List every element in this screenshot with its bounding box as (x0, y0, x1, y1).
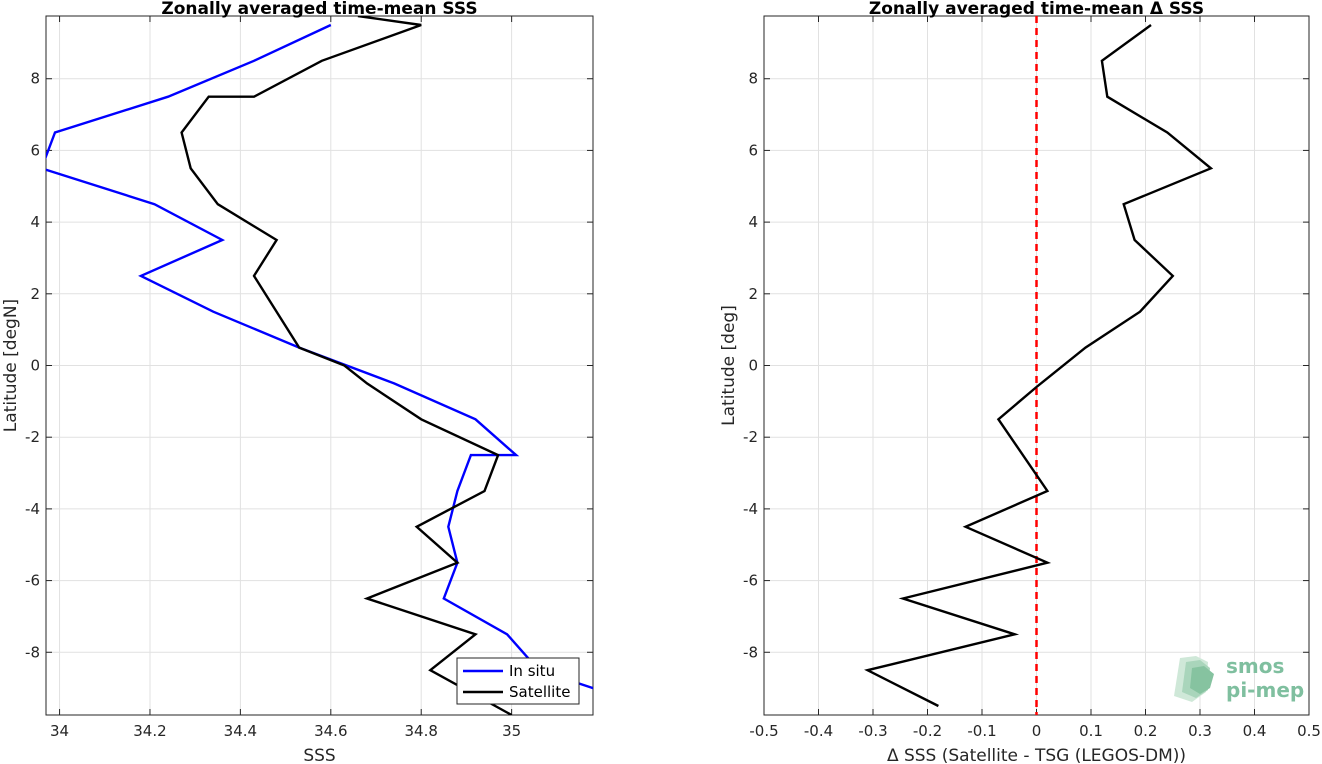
right-xtick-label: 0.4 (1243, 722, 1267, 740)
left-ytick-label: 4 (30, 213, 40, 231)
logo-mark-icon (1174, 656, 1214, 702)
left-xtick-label: 35 (502, 722, 521, 740)
right-ytick-label: -8 (743, 643, 758, 661)
right-xtick-label: -0.3 (858, 722, 887, 740)
right-ytick-label: 4 (748, 213, 758, 231)
left-legend: In situ Satellite (456, 657, 580, 705)
right-y-axis-label: Latitude [deg] (719, 305, 739, 426)
left-ytick-label: -2 (25, 428, 40, 446)
left-series-line-satellite (180, 16, 513, 715)
right-xtick-label: 0.2 (1134, 722, 1158, 740)
left-xtick-label: 34 (50, 722, 69, 740)
left-chart-title: Zonally averaged time-mean SSS (161, 0, 477, 19)
left-xtick-label: 34.8 (405, 722, 438, 740)
left-series-line-in-situ (46, 23, 593, 690)
right-x-axis-label: Δ SSS (Satellite - TSG (LEGOS-DM)) (887, 746, 1186, 764)
left-ytick-label: 0 (30, 357, 40, 375)
right-ytick-label: -6 (743, 572, 758, 590)
right-xtick-label: 0.5 (1297, 722, 1321, 740)
right-series-line-0 (864, 24, 1214, 708)
right-xtick-label: -0.5 (749, 722, 778, 740)
right-xtick-label: -0.2 (913, 722, 942, 740)
left-ytick-label: -6 (25, 572, 40, 590)
left-ytick-label: -8 (25, 643, 40, 661)
left-ytick-label: 2 (30, 285, 40, 303)
left-ytick-label: -4 (25, 500, 40, 518)
right-xtick-label: 0.1 (1079, 722, 1103, 740)
right-chart-panel: -0.5 -0.4 -0.3 -0.2 -0.1 0 0.1 0.2 0.3 0.4 0.5 -8 -6… (719, 0, 1321, 764)
logo-line2: pi-mep (1226, 678, 1305, 702)
left-xtick-label: 34.2 (133, 722, 166, 740)
left-xtick-label: 34.4 (224, 722, 257, 740)
logo-line1: smos (1226, 654, 1285, 678)
right-chart-title: Zonally averaged time-mean Δ SSS (869, 0, 1204, 19)
smos-pi-mep-logo: smos pi-mep (1170, 652, 1305, 704)
right-ytick-label: 6 (748, 141, 758, 159)
right-xtick-label: -0.1 (967, 722, 996, 740)
right-ytick-label: -2 (743, 428, 758, 446)
left-x-axis-label: SSS (303, 746, 335, 764)
right-xtick-label: -0.4 (804, 722, 833, 740)
legend-label-in-situ: In situ (509, 662, 555, 680)
legend-label-satellite: Satellite (509, 683, 570, 701)
right-ytick-label: 8 (748, 70, 758, 88)
left-ytick-label: 8 (30, 70, 40, 88)
right-ytick-label: 0 (748, 357, 758, 375)
right-xtick-label: 0.3 (1188, 722, 1212, 740)
left-chart-panel: 34 34.2 34.4 34.6 34.8 35 -8 -6 -4 -2 0 2 4 6 8 Zonally… (1, 0, 594, 764)
right-ytick-label: 2 (748, 285, 758, 303)
left-y-axis-label: Latitude [degN] (1, 299, 21, 432)
left-ytick-label: 6 (30, 141, 40, 159)
legend-box (456, 657, 580, 705)
right-xtick-label: 0 (1032, 722, 1042, 740)
right-ytick-label: -4 (743, 500, 758, 518)
left-xtick-label: 34.6 (314, 722, 347, 740)
